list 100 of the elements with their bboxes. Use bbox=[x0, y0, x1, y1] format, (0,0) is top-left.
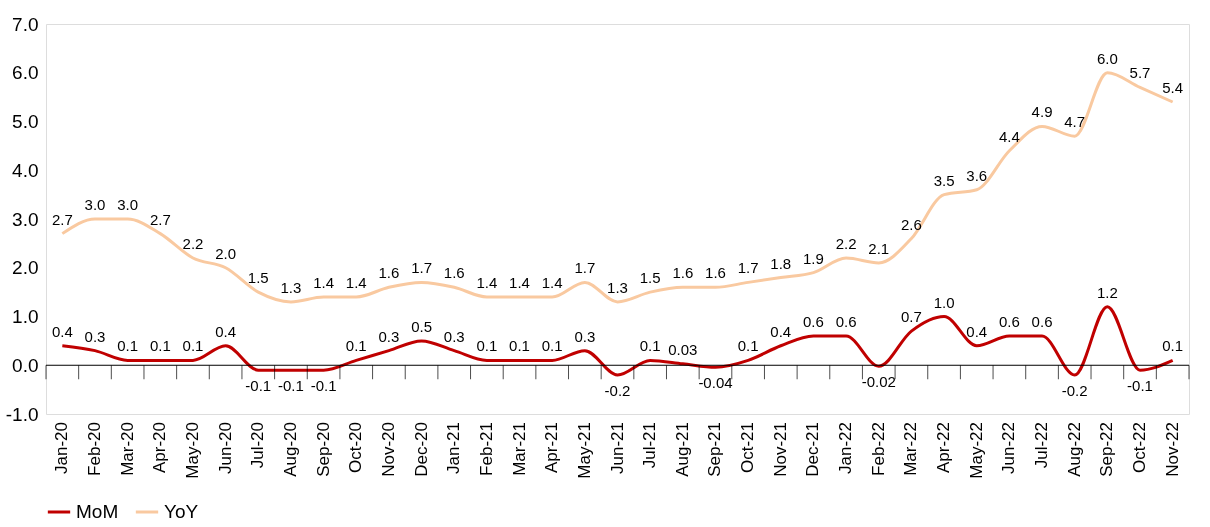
data-label: 0.6 bbox=[803, 313, 824, 330]
x-tick-label: Dec-20 bbox=[411, 422, 431, 477]
data-label: 1.5 bbox=[247, 269, 269, 287]
y-tick-label: 5.0 bbox=[12, 111, 39, 132]
data-label: 1.4 bbox=[509, 274, 530, 291]
data-label: 0.5 bbox=[411, 317, 432, 335]
data-label: 4.9 bbox=[1031, 103, 1053, 121]
data-label: -0.1 bbox=[1127, 377, 1153, 395]
data-label: -0.1 bbox=[310, 377, 337, 395]
data-label: 1.9 bbox=[803, 249, 824, 267]
x-tick-label: Jul-20 bbox=[248, 422, 268, 469]
data-label: 0.1 bbox=[476, 337, 498, 355]
data-label: 0.7 bbox=[900, 308, 922, 326]
x-tick-label: Jul-22 bbox=[1032, 422, 1052, 469]
data-label: 3.6 bbox=[966, 166, 988, 184]
data-label: 1.3 bbox=[607, 278, 628, 296]
y-tick-label: 4.0 bbox=[12, 159, 39, 181]
x-tick-label: Aug-20 bbox=[280, 422, 300, 477]
x-tick-label: Mar-22 bbox=[901, 422, 921, 476]
x-tick-label: Dec-21 bbox=[803, 422, 823, 477]
data-label: -0.04 bbox=[698, 374, 733, 392]
legend-label: YoY bbox=[164, 501, 199, 522]
data-label: 0.6 bbox=[998, 313, 1020, 330]
data-label: 0.6 bbox=[835, 313, 857, 330]
data-label: 0.4 bbox=[966, 322, 988, 340]
x-tick-label: Sep-21 bbox=[705, 422, 725, 477]
data-label: 2.2 bbox=[835, 235, 857, 252]
data-label: 5.4 bbox=[1162, 79, 1184, 96]
data-label: -0.2 bbox=[604, 382, 631, 399]
x-tick-label: Feb-20 bbox=[84, 422, 104, 476]
x-tick-label: Jun-21 bbox=[607, 422, 627, 474]
data-label: 5.7 bbox=[1129, 64, 1151, 82]
data-label: 1.5 bbox=[639, 269, 661, 287]
y-tick-label: 3.0 bbox=[12, 208, 39, 230]
data-label: 0.1 bbox=[117, 337, 139, 355]
x-tick-label: Feb-21 bbox=[476, 422, 496, 476]
data-label: 1.4 bbox=[541, 274, 563, 291]
data-label: 3.0 bbox=[84, 196, 106, 213]
x-tick-label: Mar-20 bbox=[117, 422, 137, 476]
x-tick-label: Aug-22 bbox=[1064, 422, 1084, 477]
x-tick-label: May-20 bbox=[182, 422, 202, 479]
y-tick-label: 7.0 bbox=[12, 13, 39, 35]
data-label: 0.1 bbox=[345, 337, 367, 355]
data-label: 6.0 bbox=[1096, 49, 1118, 67]
data-label: 0.1 bbox=[149, 337, 171, 355]
data-label: 2.2 bbox=[182, 235, 204, 252]
y-tick-label: 6.0 bbox=[12, 62, 39, 84]
data-label: 1.7 bbox=[574, 259, 596, 277]
data-label: 4.7 bbox=[1064, 113, 1086, 131]
x-tick-label: Jan-20 bbox=[52, 422, 72, 474]
data-label: 1.4 bbox=[313, 274, 335, 291]
data-label: 0.1 bbox=[639, 337, 661, 355]
data-label: 0.03 bbox=[668, 340, 698, 358]
x-tick-label: Nov-21 bbox=[770, 422, 790, 477]
x-tick-label: Jun-20 bbox=[215, 422, 235, 474]
x-tick-label: Feb-22 bbox=[868, 422, 888, 476]
data-label: 1.7 bbox=[737, 259, 759, 277]
data-label: 4.4 bbox=[998, 127, 1020, 145]
y-tick-label: 2.0 bbox=[12, 257, 39, 279]
data-label: 1.7 bbox=[411, 259, 432, 277]
data-label: 1.6 bbox=[672, 264, 694, 282]
data-label: 0.4 bbox=[770, 322, 792, 340]
data-label: -0.02 bbox=[861, 373, 896, 391]
data-label: 0.1 bbox=[1162, 337, 1184, 355]
data-label: 0.6 bbox=[1031, 313, 1053, 330]
data-label: 3.0 bbox=[117, 196, 139, 213]
x-tick-label: Jan-22 bbox=[836, 422, 856, 474]
data-label: 0.3 bbox=[378, 327, 400, 345]
x-tick-label: Aug-21 bbox=[672, 422, 692, 477]
x-tick-label: Oct-21 bbox=[738, 422, 758, 474]
x-tick-label: May-22 bbox=[966, 422, 986, 479]
x-tick-label: Nov-22 bbox=[1162, 422, 1182, 477]
data-label: 2.7 bbox=[149, 210, 171, 228]
data-label: 0.1 bbox=[737, 337, 759, 355]
data-label: 2.0 bbox=[215, 244, 237, 262]
x-tick-label: Nov-20 bbox=[378, 422, 398, 477]
data-label: -0.1 bbox=[278, 377, 304, 395]
data-label: 1.6 bbox=[705, 264, 726, 282]
data-label: 1.2 bbox=[1096, 283, 1118, 301]
y-tick-label: -1.0 bbox=[5, 403, 39, 425]
data-label: 1.4 bbox=[476, 274, 498, 291]
data-label: -0.2 bbox=[1061, 382, 1088, 399]
x-tick-label: Jan-21 bbox=[444, 422, 464, 474]
data-label: 0.3 bbox=[443, 327, 465, 345]
data-label: 0.1 bbox=[182, 337, 204, 355]
y-tick-label: 1.0 bbox=[12, 306, 39, 327]
x-tick-label: Oct-22 bbox=[1130, 422, 1150, 474]
data-label: -0.1 bbox=[245, 377, 272, 395]
data-label: 3.5 bbox=[933, 171, 955, 189]
data-label: 0.1 bbox=[541, 337, 563, 355]
data-label: 2.6 bbox=[900, 215, 922, 233]
x-tick-label: Apr-22 bbox=[934, 422, 954, 474]
x-tick-label: Oct-20 bbox=[346, 422, 366, 474]
data-label: 2.7 bbox=[51, 210, 73, 228]
data-label: 0.3 bbox=[574, 327, 596, 345]
data-label: 1.8 bbox=[770, 254, 792, 272]
data-label: 0.1 bbox=[509, 337, 530, 355]
data-label: 1.3 bbox=[280, 278, 302, 296]
data-label: 0.4 bbox=[215, 322, 237, 340]
x-tick-label: Apr-20 bbox=[150, 422, 170, 474]
